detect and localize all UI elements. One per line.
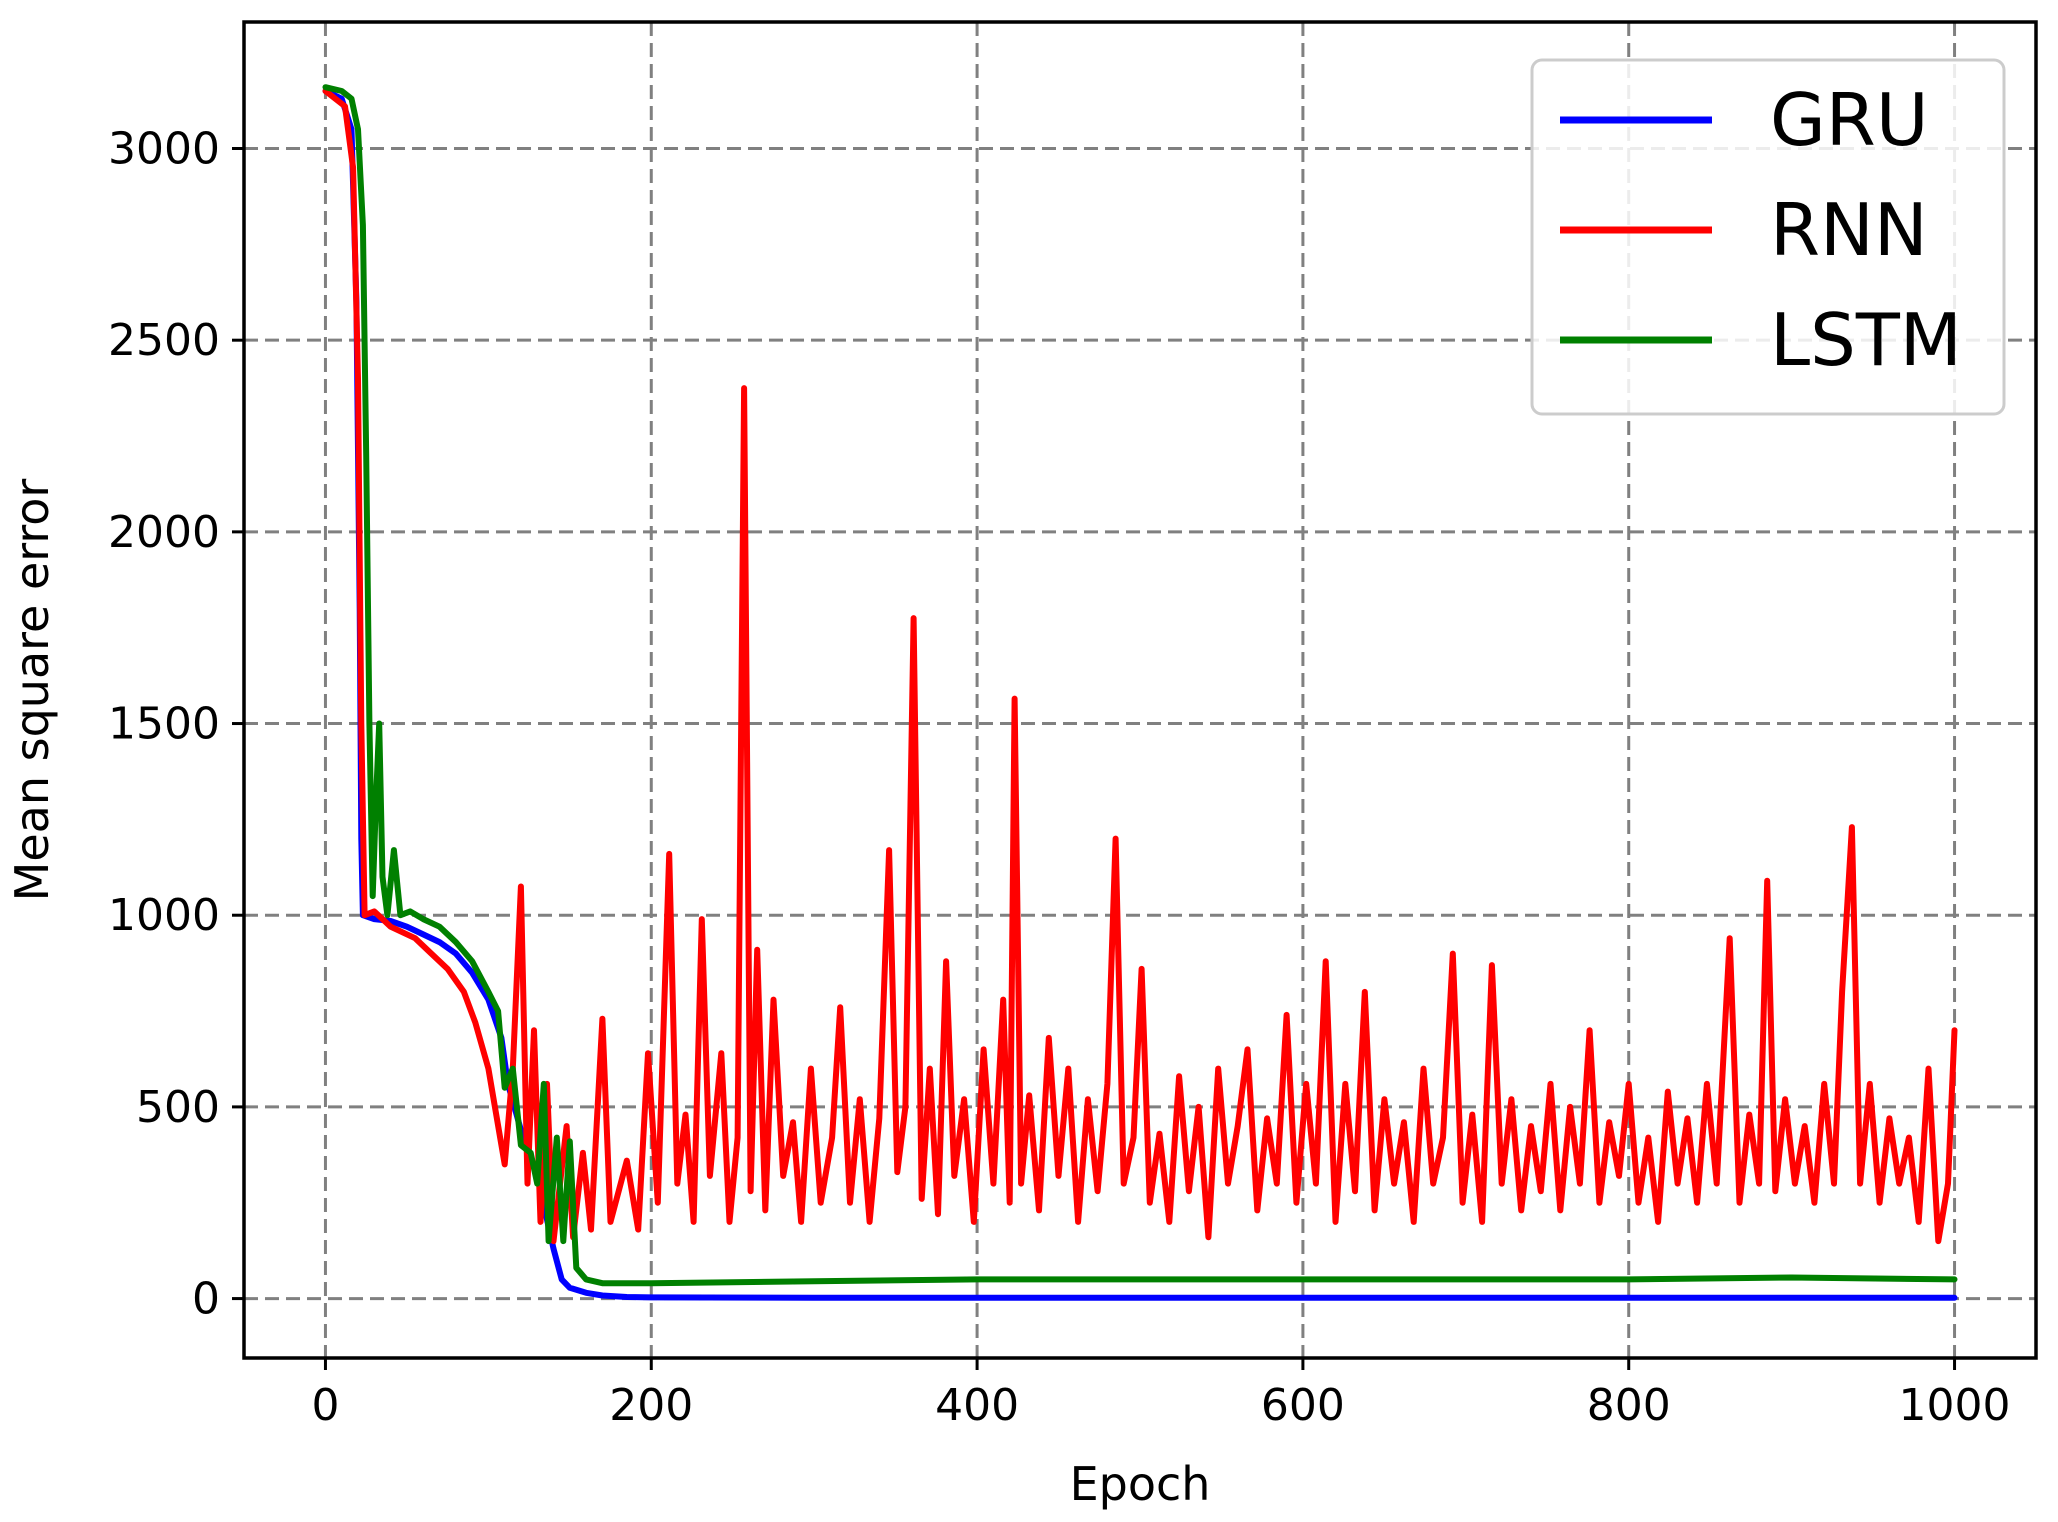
y-tick-label: 0 [192, 1274, 220, 1325]
x-axis-label: Epoch [1070, 1457, 1211, 1511]
x-tick-label: 200 [609, 1380, 693, 1431]
y-axis-label: Mean square error [5, 479, 59, 902]
series-line-rnn [322, 88, 1958, 1245]
legend-box [1530, 58, 2006, 416]
y-tick-label: 2000 [108, 507, 220, 558]
series-lines [322, 84, 1958, 1301]
x-tick-label: 0 [311, 1380, 339, 1431]
y-tick-label: 3000 [108, 124, 220, 175]
legend: GRU RNN LSTM [1530, 58, 2006, 416]
legend-label-lstm: LSTM [1770, 298, 1962, 382]
x-tick-label: 1000 [1899, 1380, 2011, 1431]
plot-frame [242, 20, 2038, 1360]
x-tick-label: 600 [1261, 1380, 1345, 1431]
series-line-lstm [322, 84, 1958, 1287]
y-tick-label: 1500 [108, 699, 220, 750]
x-tick-label: 800 [1587, 1380, 1671, 1431]
y-tick-label: 1000 [108, 890, 220, 941]
x-tick-label: 400 [935, 1380, 1019, 1431]
y-tick-label: 500 [136, 1082, 220, 1133]
y-tick-label: 2500 [108, 315, 220, 366]
axis-ticks: 0 200 400 600 800 1000 0 500 1000 1500 2000 2500 300… [108, 124, 2011, 1431]
legend-label-rnn: RNN [1770, 188, 1928, 272]
legend-label-gru: GRU [1770, 78, 1929, 162]
